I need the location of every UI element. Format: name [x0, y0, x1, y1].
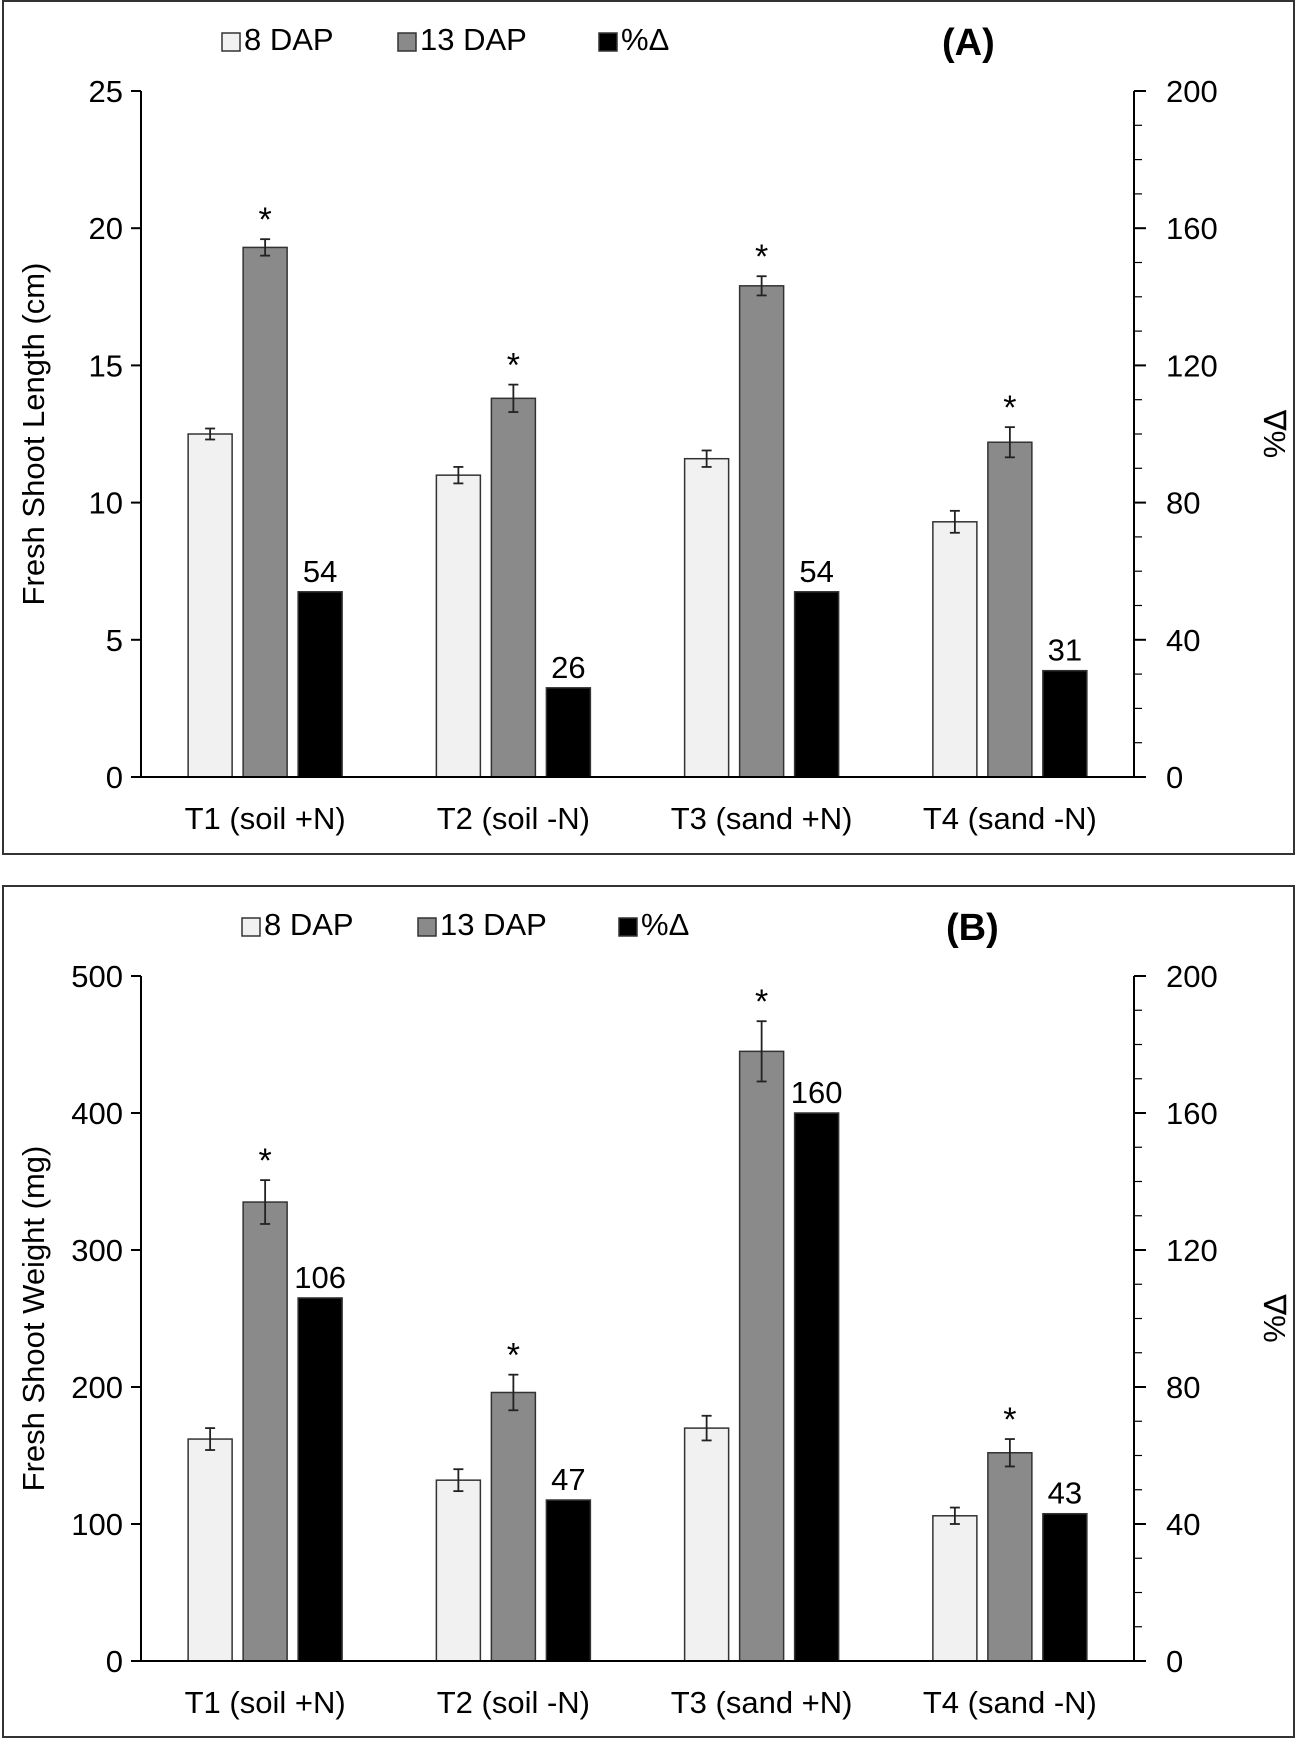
bar-pct-change — [793, 1112, 840, 1662]
y2-axis-label: ∇% — [1257, 409, 1292, 458]
significance-asterisk: * — [1003, 1401, 1016, 1439]
x-tick-label: T3 (sand +N) — [671, 801, 853, 836]
left-tick-label: 10 — [89, 486, 123, 521]
bar-dap8 — [683, 1427, 730, 1662]
y-axis-label: Fresh Shoot Weight (mg) — [16, 1146, 51, 1492]
bar-dap13 — [490, 397, 537, 778]
legend-swatch-0 — [241, 917, 261, 937]
left-tick-label: 100 — [71, 1507, 123, 1542]
x-tick-label: T3 (sand +N) — [671, 1685, 853, 1720]
left-tick-label: 15 — [89, 348, 123, 383]
chart-a: 8 DAP 13 DAP %Δ (A) 0 5 10 15 20 25 Fresh Shoot Le… — [16, 22, 1292, 836]
legend-label-2: %Δ — [641, 907, 689, 942]
right-tick-label: 200 — [1166, 74, 1218, 109]
data-label-pct-change: 43 — [1048, 1476, 1082, 1511]
bar-dap13 — [738, 285, 785, 778]
x-tick-label: T2 (soil -N) — [437, 1685, 590, 1720]
left-tick-label: 500 — [71, 959, 123, 994]
right-tick-label: 80 — [1166, 486, 1200, 521]
right-tick-label: 160 — [1166, 1096, 1218, 1131]
x-tick-label: T2 (soil -N) — [437, 801, 590, 836]
left-tick-label: 5 — [106, 623, 123, 658]
significance-asterisk: * — [755, 238, 768, 276]
bar-pct-change — [1042, 669, 1088, 778]
legend-label-0: 8 DAP — [264, 907, 354, 942]
right-tick-label: 0 — [1166, 1644, 1183, 1679]
left-tick-label: 0 — [106, 1644, 123, 1679]
right-tick-label: 120 — [1166, 1233, 1218, 1268]
legend-swatch-2 — [618, 917, 638, 937]
legend-label-2: %Δ — [621, 22, 669, 57]
data-label-pct-change: 26 — [551, 650, 585, 685]
bar-pct-change — [297, 591, 343, 778]
bar-pct-change — [793, 591, 840, 778]
panel-label: (B) — [946, 907, 999, 949]
bar-pct-change — [545, 687, 592, 778]
right-tick-label: 40 — [1166, 623, 1200, 658]
bar-dap13 — [490, 1391, 537, 1662]
significance-asterisk: * — [259, 201, 272, 239]
x-tick-label: T1 (soil +N) — [185, 1685, 346, 1720]
x-tick-label: T4 (sand -N) — [923, 1685, 1097, 1720]
legend-swatch-2 — [598, 32, 618, 52]
right-tick-label: 40 — [1166, 1507, 1200, 1542]
legend-label-1: 13 DAP — [420, 22, 527, 57]
panel-label: (A) — [942, 22, 995, 64]
bar-pct-change — [545, 1499, 592, 1662]
bar-dap13 — [738, 1050, 785, 1662]
left-tick-label: 25 — [89, 74, 123, 109]
data-label-pct-change: 54 — [303, 554, 337, 589]
legend-label-1: 13 DAP — [440, 907, 547, 942]
x-tick-label: T1 (soil +N) — [185, 801, 346, 836]
left-tick-label: 20 — [89, 211, 123, 246]
y-axis-label: Fresh Shoot Length (cm) — [16, 263, 51, 606]
right-tick-label: 200 — [1166, 959, 1218, 994]
legend-label-0: 8 DAP — [244, 22, 334, 57]
bar-dap13 — [242, 1201, 288, 1662]
data-label-pct-change: 160 — [791, 1075, 843, 1110]
bar-dap8 — [435, 474, 482, 778]
x-tick-label: T4 (sand -N) — [923, 801, 1097, 836]
right-tick-label: 160 — [1166, 211, 1218, 246]
right-tick-label: 120 — [1166, 348, 1218, 383]
significance-asterisk: * — [1003, 389, 1016, 427]
bar-pct-change — [1042, 1512, 1088, 1662]
legend-swatch-1 — [417, 917, 437, 937]
bar-dap8 — [187, 1438, 233, 1662]
left-tick-label: 0 — [106, 760, 123, 795]
bar-dap13 — [987, 1452, 1033, 1662]
data-label-pct-change: 47 — [551, 1462, 585, 1497]
bar-dap13 — [987, 441, 1033, 778]
bar-pct-change — [297, 1297, 343, 1662]
bar-dap13 — [242, 246, 288, 778]
y2-axis-label: ∇% — [1257, 1293, 1292, 1342]
left-tick-label: 400 — [71, 1096, 123, 1131]
data-label-pct-change: 54 — [799, 554, 833, 589]
data-label-pct-change: 31 — [1048, 633, 1082, 668]
left-tick-label: 300 — [71, 1233, 123, 1268]
legend-swatch-1 — [397, 32, 417, 52]
significance-asterisk: * — [755, 983, 768, 1021]
bar-dap8 — [435, 1479, 482, 1662]
right-tick-label: 80 — [1166, 1370, 1200, 1405]
panel-b: 8 DAP 13 DAP %Δ (B) 0 100 200 300 400 500 Fresh Sh… — [2, 885, 1295, 1738]
significance-asterisk: * — [507, 1337, 520, 1375]
bar-dap8 — [683, 457, 730, 778]
significance-asterisk: * — [507, 347, 520, 385]
panel-a: 8 DAP 13 DAP %Δ (A) 0 5 10 15 20 25 Fresh Shoot Le… — [2, 0, 1295, 855]
significance-asterisk: * — [259, 1142, 272, 1180]
bar-dap8 — [932, 1515, 978, 1662]
data-label-pct-change: 106 — [294, 1260, 346, 1295]
bar-dap8 — [932, 521, 978, 778]
legend-swatch-0 — [221, 32, 241, 52]
right-tick-label: 0 — [1166, 760, 1183, 795]
bar-dap8 — [187, 433, 233, 778]
left-tick-label: 200 — [71, 1370, 123, 1405]
